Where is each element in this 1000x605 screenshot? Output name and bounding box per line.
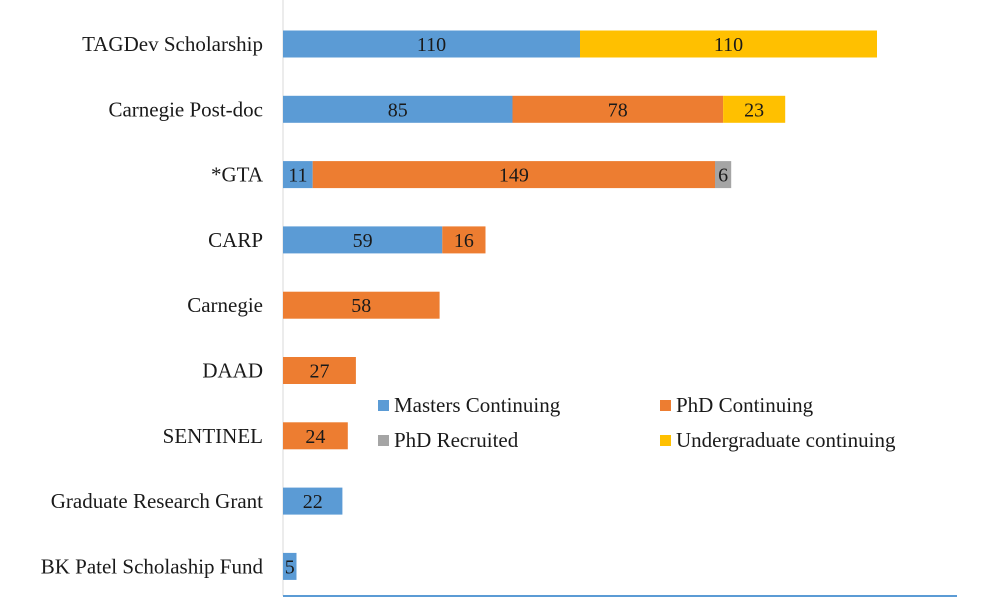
legend-label-phd-continuing: PhD Continuing (676, 393, 814, 417)
category-label-tagdev-scholarship: TAGDev Scholarship (82, 32, 263, 56)
bar-carnegie-post-doc-undergraduate-continuing (723, 95, 786, 123)
data-label-tagdev-scholarship-masters-continuing: 110 (417, 34, 446, 56)
data-label-sentinel-phd-continuing: 24 (305, 426, 325, 448)
category-labels: TAGDev Scholarship Carnegie Post-doc *GTA C… (41, 32, 264, 578)
legend-swatch-undergraduate-continuing (660, 435, 671, 446)
category-label-sentinel: SENTINEL (163, 424, 263, 448)
category-label-daad: DAAD (202, 359, 263, 383)
category-label-bk-patel-scholaship-fund: BK Patel Scholaship Fund (41, 554, 264, 578)
data-label-carp-phd-continuing: 16 (454, 230, 474, 252)
category-label-carp: CARP (208, 228, 263, 252)
legend-label-phd-recruited: PhD Recruited (394, 428, 519, 452)
data-label-carp-masters-continuing: 59 (353, 230, 373, 252)
bar-sentinel-phd-continuing (283, 422, 348, 450)
category-label-graduate-research-grant: Graduate Research Grant (51, 489, 263, 513)
data-label-gta-phd-recruited: 6 (718, 165, 728, 187)
bar-gta-masters-continuing (283, 161, 313, 189)
data-label-carnegie-post-doc-undergraduate-continuing: 23 (744, 99, 764, 121)
legend-swatch-masters-continuing (378, 400, 389, 411)
bar-graduate-research-grant-masters-continuing (283, 487, 343, 515)
legend-swatch-phd-continuing (660, 400, 671, 411)
bar-bk-patel-scholaship-fund-masters-continuing (283, 552, 297, 580)
legend-label-undergraduate-continuing: Undergraduate continuing (676, 428, 896, 452)
bars (283, 30, 877, 580)
bar-gta-phd-continuing (312, 161, 715, 189)
data-label-tagdev-scholarship-undergraduate-continuing: 110 (714, 34, 743, 56)
bar-daad-phd-continuing (283, 357, 356, 384)
legend-swatch-phd-recruited (378, 435, 389, 446)
category-label-carnegie-post-doc: Carnegie Post-doc (108, 97, 263, 121)
data-label-gta-phd-continuing: 149 (499, 165, 529, 187)
bar-carnegie-phd-continuing (283, 291, 440, 319)
bar-carnegie-post-doc-masters-continuing (283, 95, 513, 123)
legend-label-masters-continuing: Masters Continuing (394, 393, 561, 417)
bar-tagdev-scholarship-masters-continuing (283, 30, 580, 58)
bar-carp-masters-continuing (283, 226, 443, 254)
legend: Masters Continuing PhD Continuing PhD Recr… (378, 393, 896, 452)
bar-tagdev-scholarship-undergraduate-continuing (580, 30, 877, 58)
bar-gta-phd-recruited (715, 161, 732, 189)
category-label-gta: *GTA (211, 163, 264, 187)
data-label-carnegie-phd-continuing: 58 (351, 295, 371, 317)
data-label-carnegie-post-doc-phd-continuing: 78 (608, 99, 628, 121)
data-label-bk-patel-scholaship-fund-masters-continuing: 5 (285, 556, 295, 578)
category-label-carnegie: Carnegie (187, 293, 263, 317)
bar-carp-phd-continuing (442, 226, 486, 254)
data-label-daad-phd-continuing: 27 (309, 361, 329, 383)
data-label-gta-masters-continuing: 11 (288, 165, 307, 187)
data-label-graduate-research-grant-masters-continuing: 22 (303, 491, 323, 513)
data-label-carnegie-post-doc-masters-continuing: 85 (388, 99, 408, 121)
bar-carnegie-post-doc-phd-continuing (512, 95, 724, 123)
data-labels: 110 110 85 78 23 11 149 6 59 16 58 27 24 22 5 (285, 34, 764, 578)
